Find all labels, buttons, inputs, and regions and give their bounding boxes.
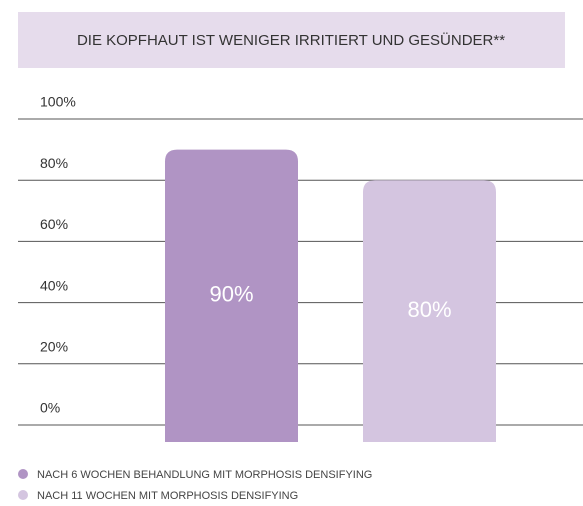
title-banner: [18, 12, 565, 68]
legend-label: NACH 6 WOCHEN BEHANDLUNG MIT MORPHOSIS D…: [37, 469, 372, 481]
y-tick-label: 20%: [40, 339, 68, 355]
bar: [363, 180, 496, 442]
y-tick-label: 80%: [40, 155, 68, 171]
y-tick-label: 60%: [40, 216, 68, 232]
data-label: 90%: [209, 282, 253, 307]
y-tick-label: 100%: [40, 94, 76, 110]
data-label: 80%: [407, 297, 451, 322]
chart-title: DIE KOPFHAUT IST WENIGER IRRITIERT UND G…: [77, 31, 505, 49]
legend-swatch: [18, 490, 28, 500]
y-tick-label: 40%: [40, 277, 68, 293]
y-tick-label: 0%: [40, 400, 60, 416]
bar: [165, 149, 298, 442]
legend-label: NACH 11 WOCHEN MIT MORPHOSIS DENSIFYING: [37, 490, 298, 502]
legend-swatch: [18, 469, 28, 479]
